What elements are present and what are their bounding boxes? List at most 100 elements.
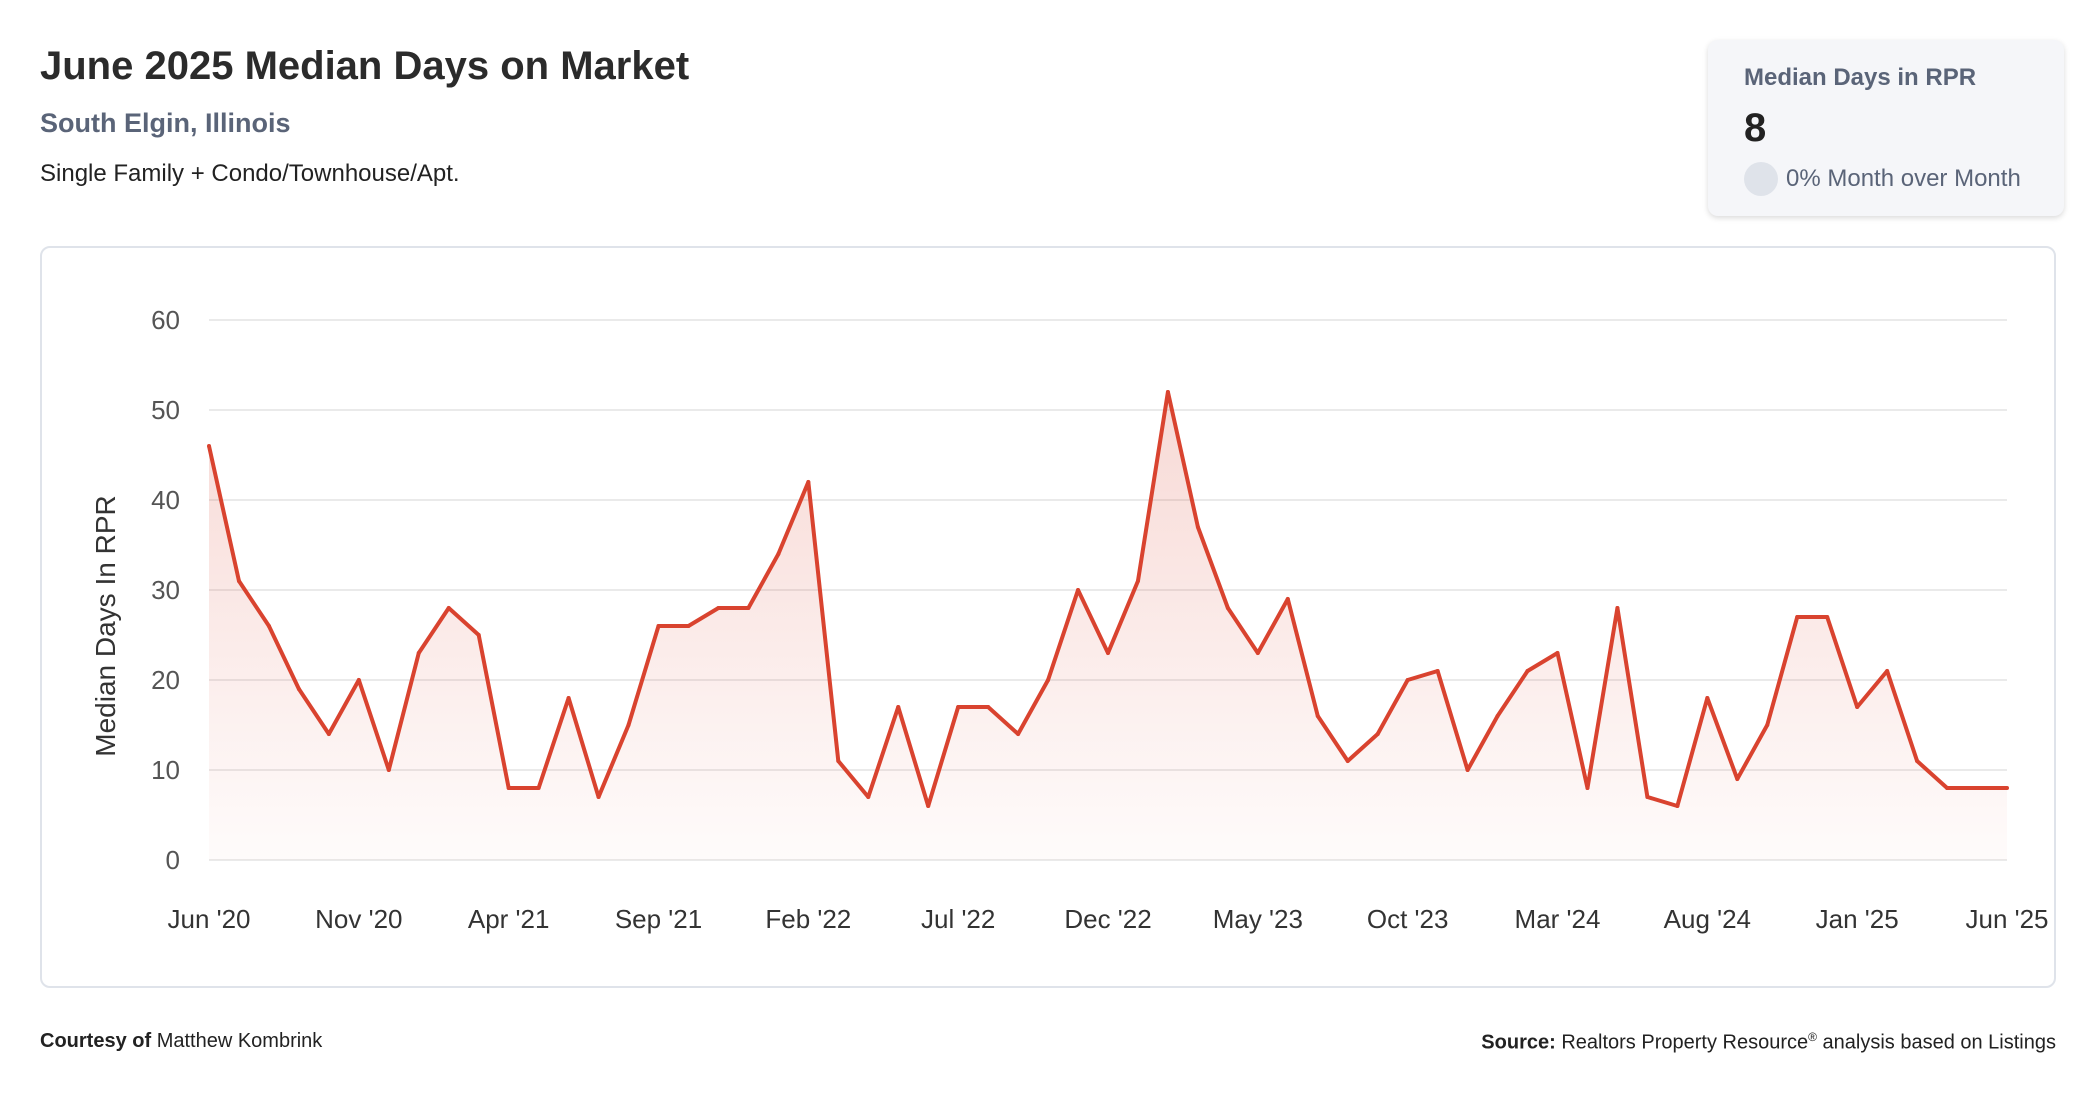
- data-point: [2005, 786, 2009, 790]
- data-point: [1645, 795, 1650, 799]
- data-point: [1315, 714, 1320, 718]
- x-tick-label: May '23: [1213, 904, 1303, 934]
- data-point: [506, 786, 511, 790]
- kpi-change-text: 0% Month over Month: [1786, 165, 2021, 192]
- y-tick-label: 10: [151, 755, 180, 785]
- data-point: [1495, 714, 1500, 718]
- data-point: [1735, 777, 1740, 781]
- data-point: [896, 705, 901, 709]
- data-point: [1615, 606, 1620, 610]
- data-point: [1435, 669, 1440, 673]
- kpi-label: Median Days in RPR: [1744, 64, 1977, 91]
- data-point: [416, 651, 421, 655]
- data-point: [1106, 651, 1110, 655]
- data-point: [476, 633, 481, 637]
- registered-mark: ®: [1808, 1030, 1817, 1044]
- data-point: [1915, 759, 1920, 763]
- data-point: [686, 624, 691, 628]
- x-tick-label: Dec '22: [1064, 904, 1151, 934]
- y-tick-label: 0: [166, 845, 180, 875]
- data-point: [1285, 597, 1290, 601]
- y-tick-label: 50: [151, 395, 180, 425]
- data-point: [1525, 669, 1530, 673]
- data-point: [1585, 786, 1590, 790]
- data-point: [836, 759, 841, 763]
- data-point: [356, 678, 361, 682]
- data-point: [956, 705, 961, 709]
- data-point: [1165, 390, 1170, 394]
- courtesy-footer: Courtesy of Matthew Kombrink: [40, 1030, 322, 1053]
- y-tick-label: 20: [151, 665, 180, 695]
- data-point: [326, 732, 331, 736]
- data-point: [926, 804, 931, 808]
- data-point: [1195, 525, 1200, 529]
- source-label: Source:: [1481, 1031, 1556, 1054]
- x-tick-label: Jun '25: [1965, 904, 2048, 934]
- property-types-label: Single Family + Condo/Townhouse/Apt.: [40, 160, 460, 187]
- y-tick-label: 40: [151, 485, 180, 515]
- data-point: [1375, 732, 1380, 736]
- data-point: [1855, 705, 1860, 709]
- data-point: [746, 606, 751, 610]
- data-point: [1885, 669, 1890, 673]
- data-point: [1555, 651, 1560, 655]
- kpi-change: 0% Month over Month: [1744, 162, 2021, 196]
- x-tick-label: Nov '20: [315, 904, 402, 934]
- x-tick-label: Jul '22: [921, 904, 995, 934]
- data-point: [1076, 588, 1081, 592]
- data-point: [1255, 651, 1260, 655]
- data-point: [1825, 615, 1830, 619]
- data-point: [236, 579, 241, 583]
- courtesy-label: Courtesy of: [40, 1030, 152, 1052]
- data-point: [1465, 768, 1470, 772]
- data-point: [1705, 696, 1710, 700]
- kpi-value: 8: [1744, 106, 1767, 150]
- x-tick-label: Feb '22: [765, 904, 851, 934]
- source-footer: Source: Realtors Property Resource® anal…: [1481, 1030, 2056, 1055]
- data-point: [1225, 606, 1230, 610]
- data-point: [1345, 759, 1350, 763]
- data-point: [536, 786, 541, 790]
- data-point: [656, 624, 661, 628]
- data-point: [446, 606, 451, 610]
- x-tick-label: Apr '21: [468, 904, 550, 934]
- data-point: [596, 795, 601, 799]
- y-tick-label: 30: [151, 575, 180, 605]
- x-tick-label: Jun '20: [167, 904, 250, 934]
- x-tick-label: Aug '24: [1664, 904, 1751, 934]
- courtesy-name: Matthew Kombrink: [156, 1030, 323, 1052]
- data-point: [776, 552, 781, 556]
- page-title: June 2025 Median Days on Market: [40, 44, 690, 88]
- data-point: [207, 444, 211, 448]
- y-axis-label: Median Days In RPR: [90, 495, 121, 756]
- data-point: [716, 606, 721, 610]
- data-point: [1675, 804, 1680, 808]
- data-point: [1405, 678, 1410, 682]
- data-point: [866, 795, 871, 799]
- data-point: [806, 480, 811, 484]
- data-point: [266, 624, 271, 628]
- data-point: [386, 768, 391, 772]
- x-tick-label: Sep '21: [615, 904, 702, 934]
- source-text: Realtors Property Resource: [1561, 1031, 1809, 1054]
- data-point: [626, 723, 631, 727]
- source-text-rest: analysis based on Listings: [1822, 1031, 2056, 1054]
- y-tick-label: 60: [151, 305, 180, 335]
- data-point: [566, 696, 571, 700]
- data-point: [1135, 579, 1140, 583]
- location-subtitle: South Elgin, Illinois: [40, 108, 291, 138]
- x-tick-label: Jan '25: [1816, 904, 1899, 934]
- data-point: [986, 705, 991, 709]
- kpi-card: Median Days in RPR 8 0% Month over Month: [1708, 40, 2064, 216]
- data-point: [1975, 786, 1980, 790]
- data-point: [1795, 615, 1800, 619]
- data-point: [1765, 723, 1770, 727]
- series-area-fill: [209, 392, 2007, 860]
- x-tick-label: Oct '23: [1367, 904, 1449, 934]
- median-days-chart: 0 10 20 30 40 50 60 Jun '20 Nov '20 Apr '21 Sep '…: [90, 305, 2049, 934]
- neutral-change-icon: [1744, 162, 1778, 196]
- chart-panel: 0 10 20 30 40 50 60 Jun '20 Nov '20 Apr '21 Sep '…: [40, 246, 2056, 988]
- data-point: [1046, 678, 1051, 682]
- data-point: [296, 687, 301, 691]
- data-point: [1016, 732, 1021, 736]
